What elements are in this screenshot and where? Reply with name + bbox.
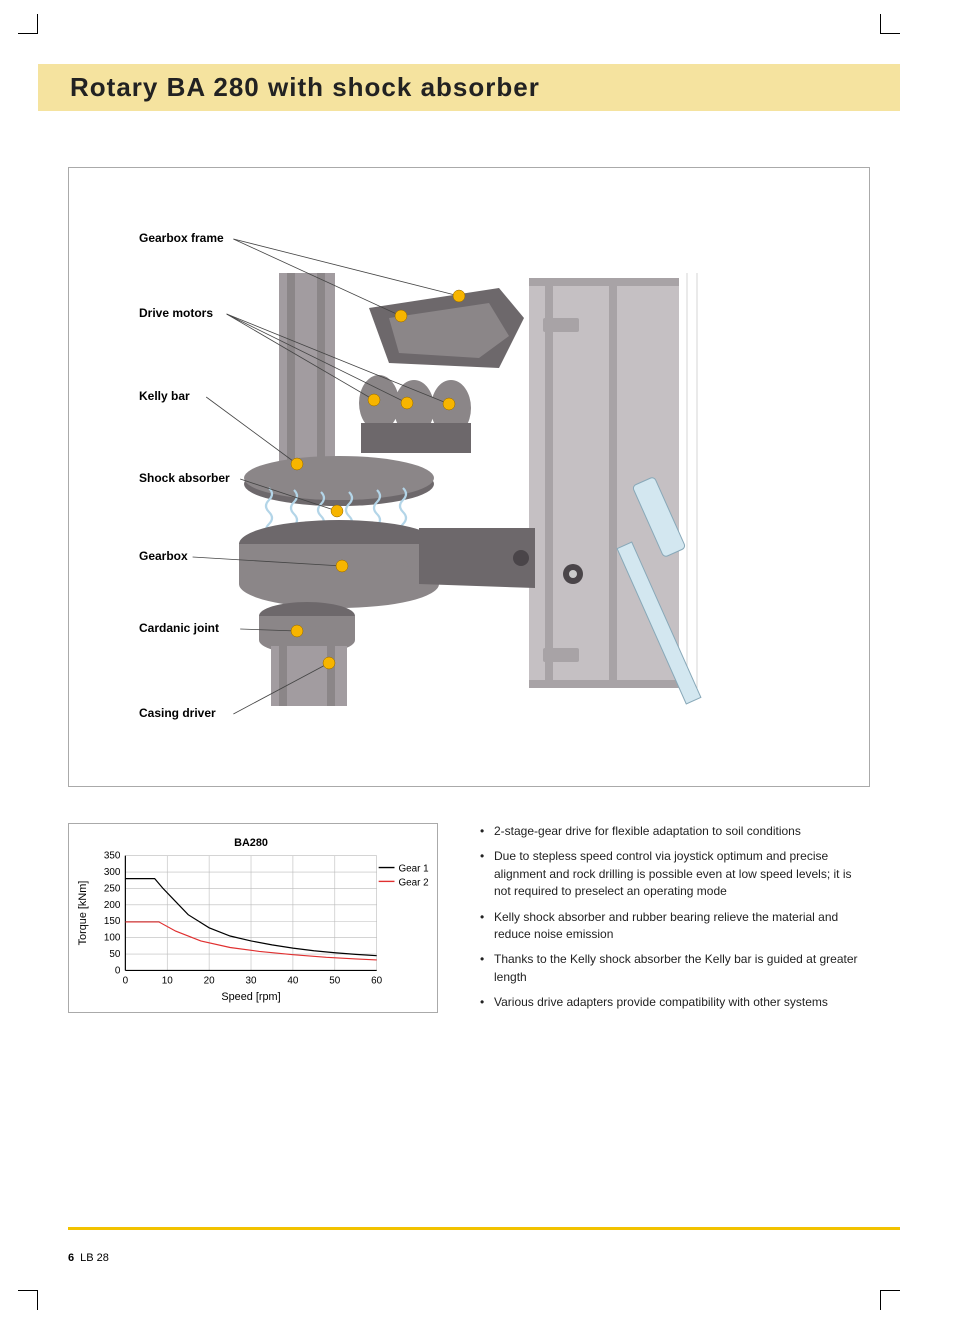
svg-text:40: 40 — [287, 975, 298, 986]
diagram-label: Drive motors — [139, 306, 213, 320]
diagram-label: Shock absorber — [139, 471, 230, 485]
svg-text:300: 300 — [104, 867, 121, 878]
diagram-label: Kelly bar — [139, 389, 190, 403]
footer-rule — [68, 1227, 900, 1230]
svg-text:150: 150 — [104, 916, 121, 927]
svg-text:350: 350 — [104, 851, 121, 862]
page-number: 6LB 28 — [68, 1252, 109, 1264]
diagram-label: Gearbox — [139, 549, 188, 563]
feature-bullets: 2-stage-gear drive for flexible adaptati… — [478, 823, 870, 1020]
page-title: Rotary BA 280 with shock absorber — [70, 72, 900, 103]
lower-section: 0 10 20 30 40 50 60 0 50 100 150 200 250 300 350 BA280 S… — [68, 823, 870, 1020]
title-bar: Rotary BA 280 with shock absorber — [38, 64, 900, 111]
svg-text:10: 10 — [162, 975, 173, 986]
svg-text:Gear 2: Gear 2 — [398, 877, 428, 888]
bullet-item: Due to stepless speed control via joysti… — [478, 848, 870, 900]
svg-text:Gear 1: Gear 1 — [398, 863, 429, 874]
diagram-svg: Gearbox frame Drive motors Kelly bar Shock … — [69, 168, 869, 787]
svg-text:250: 250 — [104, 883, 121, 894]
svg-text:50: 50 — [109, 949, 120, 960]
svg-text:Torque [kNm]: Torque [kNm] — [77, 881, 89, 946]
bullet-item: Thanks to the Kelly shock absorber the K… — [478, 951, 870, 986]
page: Rotary BA 280 with shock absorber — [38, 36, 900, 1288]
svg-text:30: 30 — [246, 975, 257, 986]
diagram-label: Cardanic joint — [139, 621, 219, 635]
svg-text:Speed [rpm]: Speed [rpm] — [221, 991, 280, 1003]
svg-text:200: 200 — [104, 900, 121, 911]
chart-svg: 0 10 20 30 40 50 60 0 50 100 150 200 250 300 350 BA280 S… — [69, 824, 437, 1012]
svg-text:20: 20 — [204, 975, 215, 986]
bullet-item: Kelly shock absorber and rubber bearing … — [478, 909, 870, 944]
svg-text:60: 60 — [371, 975, 382, 986]
bullet-item: 2-stage-gear drive for flexible adaptati… — [478, 823, 870, 840]
svg-text:BA280: BA280 — [234, 837, 268, 849]
bullet-item: Various drive adapters provide compatibi… — [478, 994, 870, 1011]
diagram-label: Casing driver — [139, 706, 216, 720]
torque-speed-chart: 0 10 20 30 40 50 60 0 50 100 150 200 250 300 350 BA280 S… — [68, 823, 438, 1013]
svg-text:0: 0 — [123, 975, 129, 986]
diagram-label: Gearbox frame — [139, 231, 224, 245]
svg-text:100: 100 — [104, 933, 121, 944]
component-diagram: Gearbox frame Drive motors Kelly bar Shock … — [68, 167, 870, 787]
svg-text:50: 50 — [329, 975, 340, 986]
svg-text:0: 0 — [115, 965, 121, 976]
